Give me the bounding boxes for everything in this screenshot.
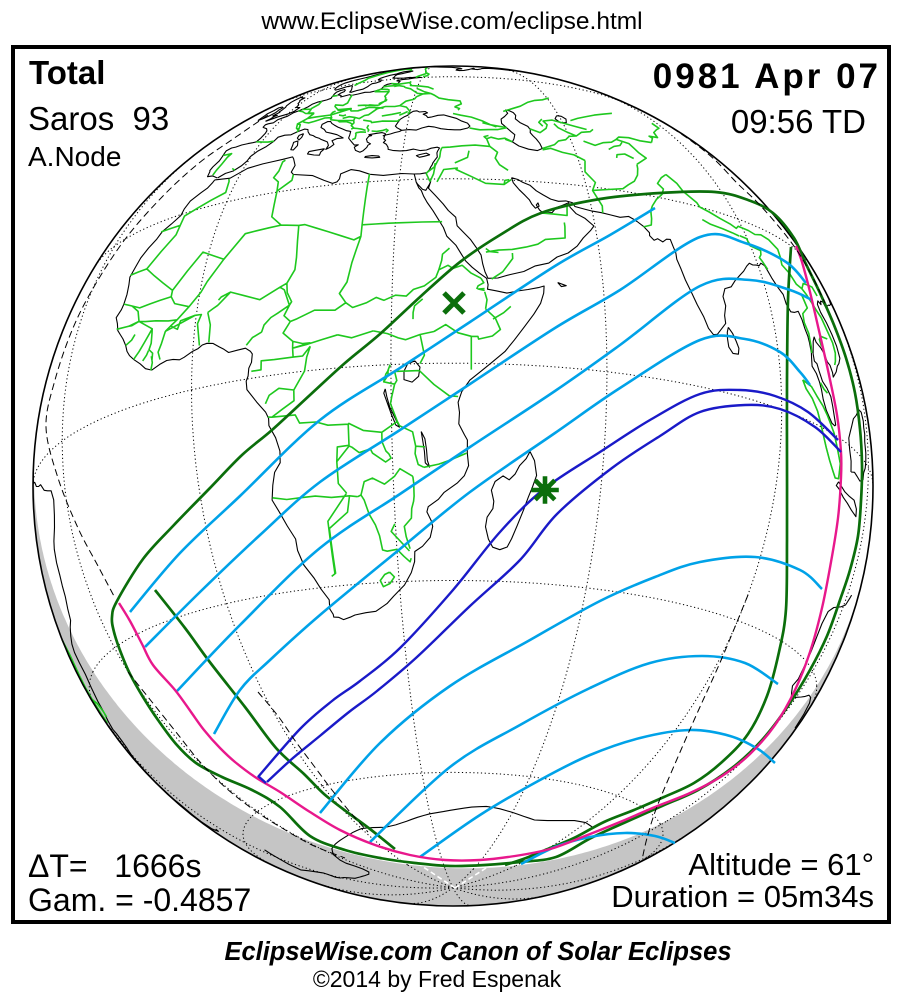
- svg-text:0981 Apr 07: 0981 Apr 07: [653, 57, 881, 96]
- svg-text:Gam. = -0.4857: Gam. = -0.4857: [28, 882, 251, 918]
- svg-text:09:56 TD: 09:56 TD: [731, 103, 866, 140]
- svg-text:Saros 93: Saros 93: [28, 100, 169, 137]
- svg-text:EclipseWise.com Canon of Solar: EclipseWise.com Canon of Solar Eclipses: [224, 938, 731, 966]
- svg-text:Total: Total: [29, 54, 105, 91]
- svg-text:Duration = 05m34s: Duration = 05m34s: [611, 879, 874, 914]
- svg-text:©2014 by Fred Espenak: ©2014 by Fred Espenak: [313, 966, 562, 992]
- svg-text:Altitude = 61°: Altitude = 61°: [688, 847, 874, 882]
- svg-text:A.Node: A.Node: [28, 141, 121, 172]
- svg-text:ΔT= 1666s: ΔT= 1666s: [28, 848, 201, 884]
- svg-text:www.EclipseWise.com/eclipse.ht: www.EclipseWise.com/eclipse.html: [260, 8, 642, 35]
